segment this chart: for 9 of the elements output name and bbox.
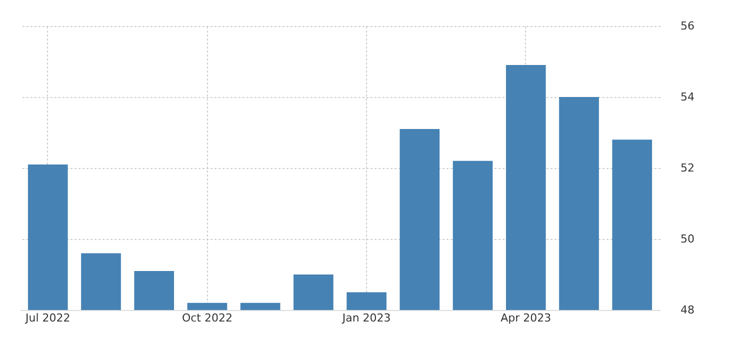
x-tick-label: Apr 2023 — [500, 312, 552, 324]
y-tick-label: 48 — [680, 304, 694, 316]
y-tick-label: 56 — [680, 20, 694, 32]
y-tick-label: 54 — [680, 90, 694, 104]
y-tick-label: 50 — [680, 232, 694, 246]
x-tick-label: Jul 2022 — [24, 312, 70, 324]
y-tick-label: 52 — [680, 162, 694, 174]
x-tick-label: Jan 2023 — [341, 312, 391, 324]
x-tick-label: Oct 2022 — [182, 312, 232, 324]
